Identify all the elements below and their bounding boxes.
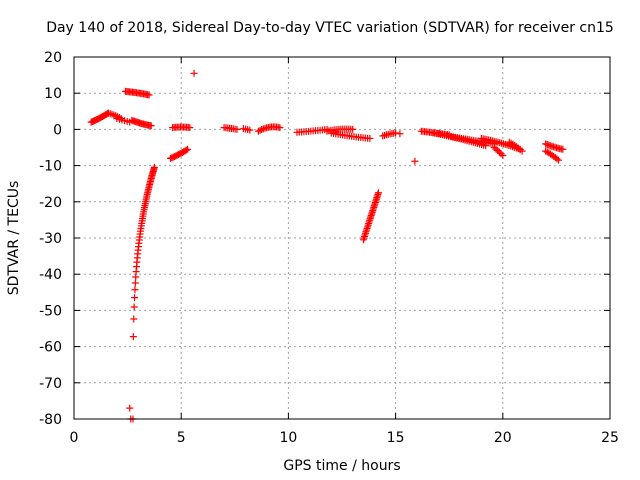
y-tick-label: -80 — [39, 412, 62, 428]
data-point — [559, 145, 567, 153]
data-point — [490, 144, 498, 151]
y-tick-label: 10 — [44, 86, 62, 102]
x-tick-label: 0 — [70, 430, 79, 446]
data-point — [233, 125, 241, 133]
data-point — [366, 134, 374, 142]
axis-ticks — [73, 56, 611, 420]
data-point — [182, 146, 190, 154]
y-axis-label: SDTVAR / TECUs — [6, 181, 22, 296]
data-point — [184, 145, 192, 153]
x-tick-label: 15 — [387, 430, 405, 446]
grid — [74, 57, 610, 419]
x-axis-label: GPS time / hours — [283, 458, 400, 474]
data-point — [130, 303, 138, 311]
data-point — [542, 140, 550, 148]
data-point — [411, 157, 419, 165]
data-points — [87, 69, 567, 423]
data-point — [190, 69, 198, 77]
x-tick-label: 5 — [177, 430, 186, 446]
data-point — [518, 147, 526, 155]
data-point — [131, 279, 139, 287]
data-point — [543, 141, 551, 149]
data-point — [499, 151, 507, 159]
data-point — [256, 126, 264, 134]
data-point — [497, 150, 505, 158]
x-tick-label: 20 — [494, 430, 512, 446]
data-point — [131, 286, 139, 294]
data-point — [186, 124, 194, 132]
y-tick-label: -70 — [39, 376, 62, 392]
y-tick-label: 20 — [44, 50, 62, 66]
data-point — [150, 163, 158, 171]
data-point — [254, 127, 262, 135]
data-point — [276, 124, 284, 132]
y-tick-label: -50 — [39, 303, 62, 319]
y-tick-label: 0 — [53, 122, 62, 138]
y-tick-label: -30 — [39, 231, 62, 247]
data-point — [147, 122, 155, 130]
data-point — [129, 333, 137, 341]
y-tick-label: -40 — [39, 267, 62, 283]
data-point — [258, 126, 266, 134]
data-point — [131, 294, 139, 302]
data-point — [553, 155, 561, 163]
y-tick-label: -10 — [39, 159, 62, 175]
x-tick-label: 25 — [601, 430, 619, 446]
chart-title: Day 140 of 2018, Sidereal Day-to-day VTE… — [46, 20, 614, 36]
data-point — [396, 130, 404, 138]
data-point — [494, 147, 502, 155]
data-point — [126, 404, 134, 412]
data-point — [492, 145, 500, 153]
data-point — [555, 156, 563, 164]
y-tick-label: -60 — [39, 340, 62, 356]
x-tick-label: 10 — [279, 430, 297, 446]
data-point — [495, 148, 503, 156]
data-point — [246, 126, 254, 134]
data-point — [374, 189, 382, 197]
y-tick-label: -20 — [39, 195, 62, 211]
data-point — [392, 129, 400, 137]
data-point — [349, 125, 357, 133]
data-point — [145, 91, 153, 99]
tick-labels: 0 5 10 15 20 25 -80 -70 -60 -50 -40 -30 -20 -10 0 10 20 — [39, 50, 619, 446]
data-point — [130, 315, 138, 323]
